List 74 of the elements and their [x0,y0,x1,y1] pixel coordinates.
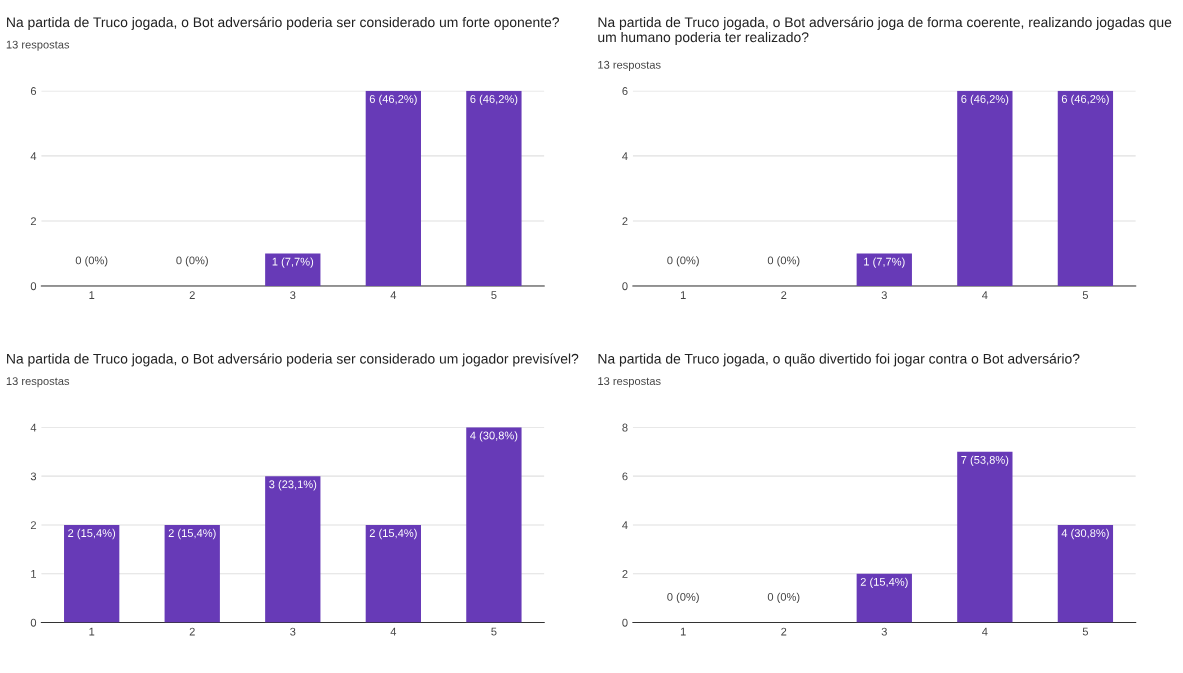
chart-title: Na partida de Truco jogada, o Bot adversário poderia ser considerado um forte oponente? [7,16,559,30]
y-tick-label: 0 [30,618,37,627]
x-tick-label: 4 [390,291,397,299]
bar [957,451,1013,623]
x-tick-label: 2 [189,291,195,299]
chart-subtitle: 13 respostas [6,40,70,51]
data-label: 0 (0%) [667,592,699,603]
x-tick-label: 3 [290,291,296,300]
data-label: 6 (46,2%) [369,94,417,106]
bar [466,427,522,623]
data-label: 2 (15,4%) [68,528,116,540]
bar [365,524,421,623]
x-tick-label: 2 [781,627,787,636]
bar [64,524,120,623]
x-tick-label: 1 [680,291,686,299]
chart-title: Na partida de Truco jogada, o Bot adversário joga de forma coerente, realizando jogadas que um humano poderia ter realizado? [598,16,1172,45]
chart-subtitle: 13 respostas [6,377,70,388]
data-label: 4 (30,8%) [470,431,518,442]
y-tick-label: 0 [622,618,628,627]
bar [856,573,912,623]
chart-title: Na partida de Truco jogada, o Bot adversário poderia ser considerado um jogador previsível? [7,353,579,367]
x-tick-label: 1 [89,291,95,299]
x-tick-label: 5 [491,627,497,636]
y-tick-label: 0 [30,282,37,291]
data-label: 1 (7,7%) [864,257,905,268]
data-label: 2 (15,4%) [168,528,216,540]
chart-subtitle: 13 respostas [598,377,661,388]
y-tick-label: 4 [622,152,628,160]
data-label: 6 (46,2%) [470,94,518,106]
x-tick-label: 5 [1082,291,1089,300]
y-tick-label: 2 [622,570,628,578]
x-tick-label: 2 [189,627,195,636]
x-tick-label: 3 [881,291,887,300]
data-label: 2 (15,4%) [860,577,908,588]
y-tick-label: 2 [622,217,628,225]
x-tick-label: 4 [982,291,988,299]
y-tick-label: 6 [622,87,628,95]
y-tick-label: 8 [622,423,628,432]
bar [1057,524,1114,623]
data-label: 0 (0%) [767,256,800,267]
data-label: 2 (15,4%) [369,528,417,540]
data-label: 4 (30,8%) [1061,528,1109,540]
x-tick-label: 2 [781,291,787,299]
x-tick-label: 4 [982,627,988,636]
y-tick-label: 6 [30,87,37,95]
data-label: 6 (46,2%) [1061,94,1109,106]
y-tick-label: 2 [30,217,36,225]
y-tick-label: 2 [30,521,36,529]
x-tick-label: 1 [89,627,95,636]
y-tick-label: 1 [31,570,36,578]
bar [164,524,220,623]
data-label: 6 (46,2%) [961,94,1009,106]
y-tick-label: 6 [622,472,628,481]
x-tick-label: 4 [390,627,397,636]
y-tick-label: 4 [30,152,37,160]
data-label: 3 (23,1%) [269,480,317,491]
data-label: 7 (53,8%) [961,455,1009,467]
data-label: 0 (0%) [667,256,699,267]
chart-subtitle: 13 respostas [598,60,661,71]
x-tick-label: 5 [1082,627,1089,636]
data-label: 0 (0%) [176,256,208,267]
y-tick-label: 0 [622,282,628,291]
y-tick-label: 4 [30,423,37,432]
x-tick-label: 3 [881,627,887,636]
chart-title: Na partida de Truco jogada, o quão divertido foi jogar contra o Bot adversário? [598,353,1080,367]
y-tick-label: 4 [622,521,628,529]
data-label: 0 (0%) [75,256,108,267]
x-tick-label: 5 [491,291,497,300]
data-label: 1 (7,7%) [272,257,314,268]
y-tick-label: 3 [30,472,37,481]
bar [265,476,321,623]
x-tick-label: 3 [290,627,296,636]
data-label: 0 (0%) [767,592,800,603]
x-tick-label: 1 [680,627,686,636]
